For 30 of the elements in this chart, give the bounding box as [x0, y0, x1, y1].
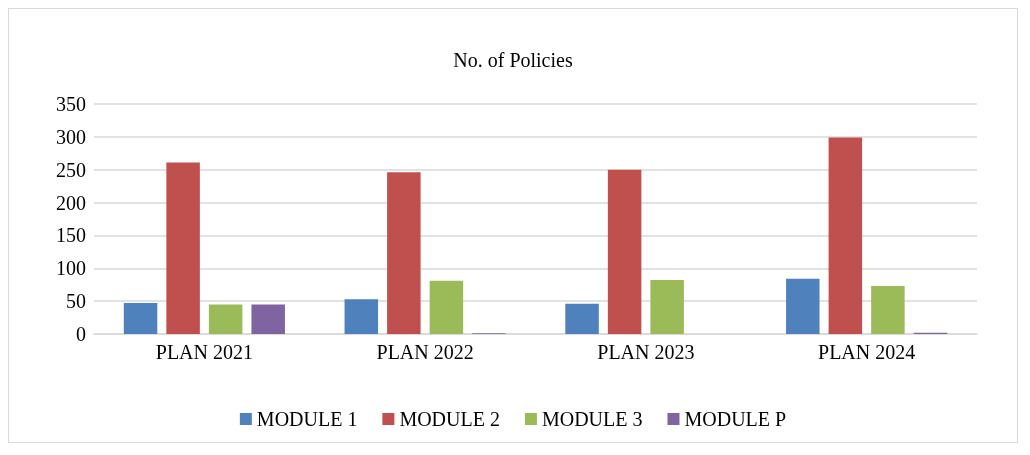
x-tick-label: PLAN 2021 — [155, 341, 253, 363]
y-tick-label: 150 — [56, 224, 86, 247]
x-tick-label: PLAN 2022 — [376, 341, 474, 363]
y-tick-label: 200 — [56, 191, 86, 214]
x-tick-label: PLAN 2024 — [818, 341, 916, 363]
bar — [429, 280, 464, 334]
y-tick-label: 0 — [76, 323, 86, 345]
bar — [387, 172, 421, 334]
bar — [344, 299, 379, 334]
legend-label: MODULE 1 — [256, 408, 358, 430]
legend-label: MODULE 2 — [399, 408, 500, 430]
bar — [208, 304, 243, 334]
bar — [166, 162, 200, 334]
y-tick-label: 100 — [56, 257, 86, 280]
bar — [650, 280, 684, 334]
bar — [607, 169, 642, 334]
y-tick-label: 250 — [56, 158, 86, 181]
x-tick-label: PLAN 2023 — [597, 341, 695, 363]
legend-label: MODULE 3 — [541, 408, 643, 430]
bar — [251, 304, 285, 334]
bar — [871, 286, 905, 334]
bar — [786, 278, 820, 334]
chart-title: No. of Policies — [453, 49, 573, 71]
legend-label: MODULE P — [684, 408, 787, 430]
y-tick-label: 300 — [56, 125, 86, 148]
bar — [828, 137, 863, 334]
y-tick-label: 350 — [56, 93, 86, 115]
bar — [123, 303, 158, 334]
bar — [565, 303, 599, 334]
y-tick-label: 50 — [66, 290, 86, 313]
